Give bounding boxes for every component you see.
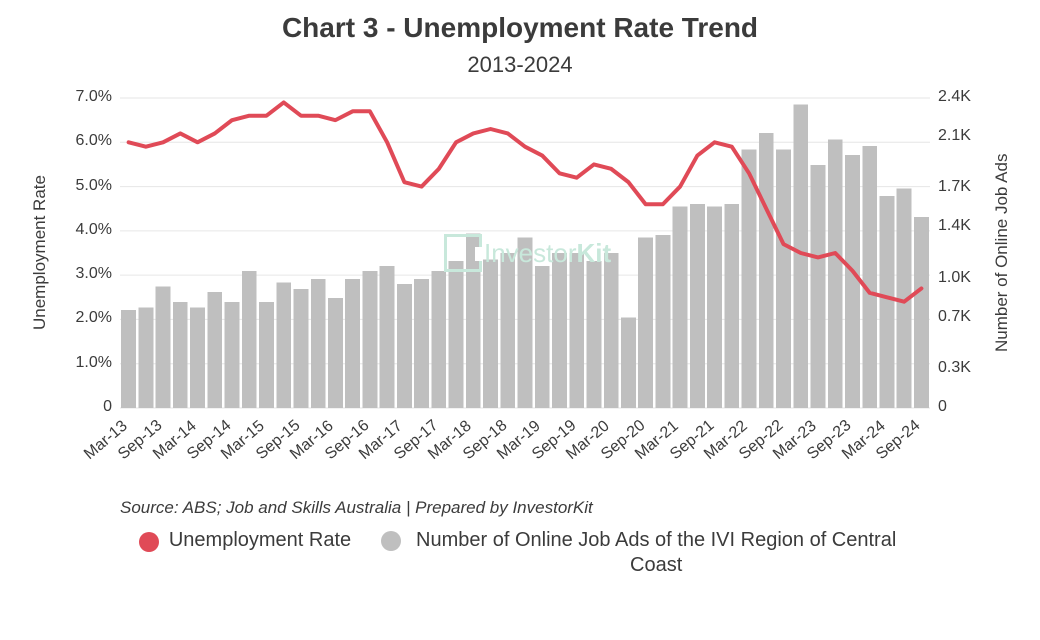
y-tick-right: 1.4K [938,217,988,235]
bar [449,261,464,408]
chart-subtitle: 2013-2024 [0,52,1040,78]
bar [173,302,188,408]
bar [431,271,446,408]
chart-title: Chart 3 - Unemployment Rate Trend [0,12,1040,44]
bar [862,146,877,408]
bar [138,307,153,408]
bar [242,271,257,408]
legend-item-bar: Number of Online Job Ads of the IVI Regi… [381,528,901,578]
bar [311,279,326,408]
bar [190,307,205,408]
bar [259,302,274,408]
bar [535,266,550,408]
bar [638,238,653,409]
bar [121,310,136,408]
bar [156,287,171,408]
bar [845,155,860,408]
bar [225,302,240,408]
bar [707,207,722,409]
y-tick-left: 2.0% [62,309,112,327]
bar [414,279,429,408]
bar [880,196,895,408]
bar [345,279,360,408]
bar [673,207,688,409]
bar [276,283,291,408]
chart-container: Chart 3 - Unemployment Rate Trend 2013-2… [0,0,1040,640]
bar [518,238,533,409]
bar [828,139,843,408]
bar [690,204,705,408]
bar [569,253,584,408]
bar [380,266,395,408]
source-line: Source: ABS; Job and Skills Australia | … [120,498,593,518]
y-tick-left: 6.0% [62,132,112,150]
y-tick-left: 0 [62,398,112,416]
bar [397,284,412,408]
y-tick-left: 5.0% [62,177,112,195]
y-tick-right: 1.0K [938,269,988,287]
bar [655,235,670,408]
bar [759,133,774,408]
y-tick-right: 0.3K [938,359,988,377]
bar [587,261,602,408]
bar [207,292,222,408]
bar [552,253,567,408]
bar [294,289,309,408]
bar [500,253,515,408]
bar [724,204,739,408]
legend-label-bar: Number of Online Job Ads of the IVI Regi… [411,528,901,578]
legend-swatch-bar [381,531,401,551]
y-tick-right: 2.1K [938,127,988,145]
plot-area [120,98,930,408]
bar [466,234,481,408]
legend-swatch-line [139,532,159,552]
y-axis-right-label: Number of Online Job Ads [992,98,1012,408]
bar [776,150,791,408]
y-tick-left: 3.0% [62,265,112,283]
bar [621,318,636,408]
y-tick-left: 4.0% [62,221,112,239]
bar [328,298,343,408]
bar [914,217,929,408]
y-axis-left-label: Unemployment Rate [30,98,50,408]
bar [362,271,377,408]
y-tick-right: 0.7K [938,308,988,326]
legend-label-line: Unemployment Rate [169,528,351,553]
y-tick-left: 1.0% [62,354,112,372]
bar [604,253,619,408]
y-tick-right: 2.4K [938,88,988,106]
bar [811,165,826,408]
legend: Unemployment Rate Number of Online Job A… [0,528,1040,578]
legend-item-line: Unemployment Rate [139,528,351,553]
y-tick-left: 7.0% [62,88,112,106]
y-tick-right: 1.7K [938,178,988,196]
bar [483,259,498,408]
y-tick-right: 0 [938,398,988,416]
